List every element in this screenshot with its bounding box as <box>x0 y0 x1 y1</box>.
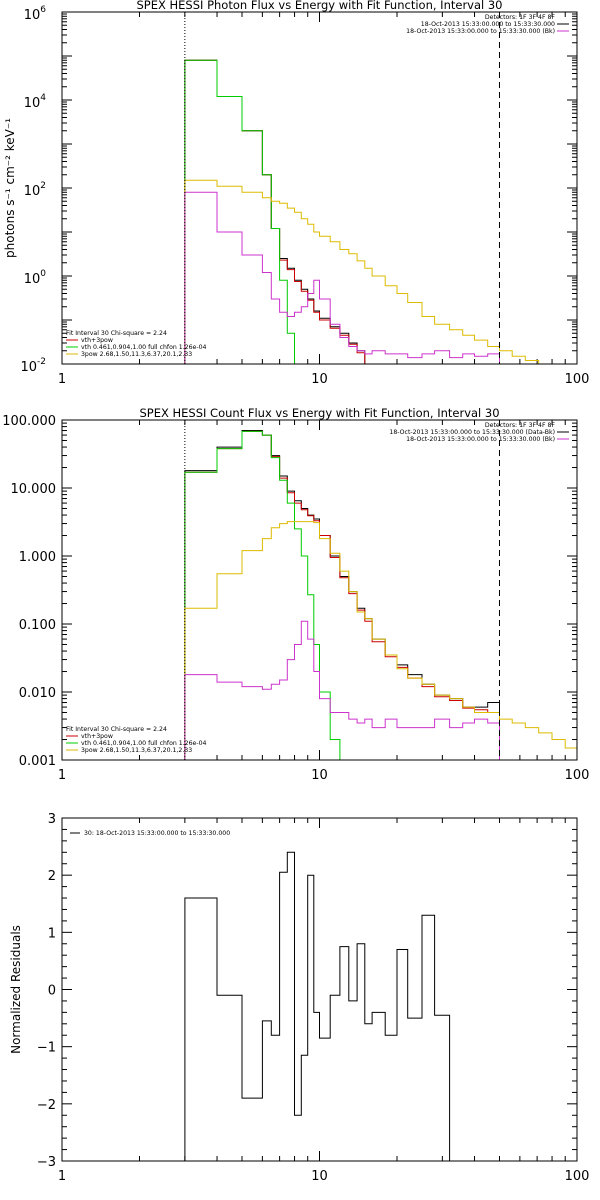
chart-title: SPEX HESSI Count Flux vs Energy with Fit… <box>139 406 499 420</box>
series-residuals <box>184 851 451 1161</box>
plot-frame <box>61 11 578 365</box>
y-tick-label: 10.000 <box>11 482 57 497</box>
chart-panel-3: Normalized Residuals 1 10 100 −3 −2 −1 0 1 2 3 30: … <box>9 812 589 1184</box>
legend-entry: 18-Oct-2013 15:33:00.000 to 15:33:30.000… <box>389 429 555 436</box>
legend-header: Fit Interval 30 Chi-square = 2.24 <box>66 726 167 733</box>
series-background <box>184 191 500 364</box>
y-tick-base: 10 <box>24 184 41 199</box>
y-tick-base: 10 <box>24 96 41 111</box>
legend-header: Detectors: 1F 3F 4F 8F <box>485 422 556 429</box>
legend-bottom: Fit Interval 30 Chi-square = 2.24vth+3po… <box>66 330 207 358</box>
chart-title: SPEX HESSI Photon Flux vs Energy with Fi… <box>136 0 502 12</box>
y-tick-exponent: 6 <box>40 5 46 15</box>
y-tick-label: 106 <box>24 5 47 23</box>
legend-entry: 3pow 2.68,1.50,11.3,6.37,20.1,2.33 <box>81 351 192 358</box>
y-tick-label: −2 <box>37 1098 56 1113</box>
series-vth <box>184 430 350 760</box>
y-tick-label: 10-2 <box>20 357 46 375</box>
legend-entry: vth+3pow <box>81 337 113 344</box>
legend-entry: 18-Oct-2013 15:33:00.000 to 15:33:30.000 <box>421 21 555 28</box>
legend-entry: vth 0.461,0.904,1.00 full chfon 1.26e-04 <box>81 344 207 351</box>
y-tick-exponent: -2 <box>37 357 46 367</box>
y-tick-label: 2 <box>48 869 56 884</box>
y-tick-base: 10 <box>24 272 41 287</box>
y-tick-label: 3 <box>48 812 56 827</box>
y-tick-label: 102 <box>24 181 46 199</box>
legend-header: Fit Interval 30 Chi-square = 2.24 <box>66 330 167 337</box>
chart-panel-1: SPEX HESSI Photon Flux vs Energy with Fi… <box>3 0 589 387</box>
y-tick-exponent: 0 <box>40 269 46 279</box>
plot-area <box>184 851 451 1161</box>
legend-entry: 18-Oct-2013 15:33:00.000 to 15:33:30.000… <box>406 28 555 35</box>
series-data <box>184 59 366 364</box>
legend-entry: vth 0.461,0.904,1.00 full chfon 1.26e-04 <box>81 740 207 747</box>
plot-frame <box>61 419 578 761</box>
y-tick-label: 100.000 <box>2 414 56 429</box>
legend-entry: 18-Oct-2013 15:33:00.000 to 15:33:30.000… <box>406 436 555 443</box>
y-tick-label: 100 <box>24 269 47 287</box>
series-3pow <box>184 521 577 760</box>
x-tick-label: 1 <box>58 1169 66 1184</box>
plot-area <box>184 59 577 364</box>
plot-frame <box>61 817 578 1162</box>
legend-entry: 30: 18-Oct-2013 15:33:00.000 to 15:33:30… <box>84 830 230 837</box>
legend-entry: 3pow 2.68,1.50,11.3,6.37,20.1,2.33 <box>81 747 192 754</box>
x-tick-label: 10 <box>311 1169 328 1184</box>
x-tick-label: 100 <box>565 372 590 387</box>
y-tick-base: 10 <box>24 8 41 23</box>
y-tick-label: 104 <box>24 93 47 111</box>
x-tick-label: 100 <box>565 1169 590 1184</box>
legend-top: 30: 18-Oct-2013 15:33:00.000 to 15:33:30… <box>70 830 230 837</box>
y-tick-base: 10 <box>20 360 37 375</box>
x-tick-label: 1 <box>58 372 66 387</box>
y-axis-label: photons s⁻¹ cm⁻² keV⁻¹ <box>3 118 17 258</box>
y-tick-exponent: 4 <box>40 93 46 103</box>
x-tick-label: 10 <box>311 372 328 387</box>
series-vth-3pow <box>184 430 500 760</box>
x-tick-label: 100 <box>565 768 590 783</box>
y-tick-label: 0.010 <box>19 686 56 701</box>
y-tick-label: 1.000 <box>19 550 56 565</box>
series-3pow <box>184 179 577 364</box>
series-vth <box>184 59 309 364</box>
chart-panel-2: SPEX HESSI Count Flux vs Energy with Fit… <box>2 406 589 783</box>
y-tick-label: 0.001 <box>19 754 56 769</box>
series-vth-3pow <box>184 59 366 364</box>
legend-bottom: Fit Interval 30 Chi-square = 2.24vth+3po… <box>66 726 207 754</box>
series-background <box>184 620 500 760</box>
y-tick-exponent: 2 <box>40 181 46 191</box>
legend-header: Detectors: 1F 3F 4F 8F <box>485 14 556 21</box>
y-tick-label: 1 <box>48 926 56 941</box>
plot-area <box>184 430 577 760</box>
y-tick-label: 0 <box>48 984 56 999</box>
y-axis-label: Normalized Residuals <box>9 925 23 1054</box>
legend-entry: vth+3pow <box>81 733 113 740</box>
x-tick-label: 1 <box>58 768 66 783</box>
y-tick-label: −1 <box>37 1041 56 1056</box>
x-tick-label: 10 <box>311 768 328 783</box>
series-data <box>184 430 500 760</box>
y-tick-label: −3 <box>37 1155 56 1170</box>
y-tick-label: 0.100 <box>19 618 56 633</box>
